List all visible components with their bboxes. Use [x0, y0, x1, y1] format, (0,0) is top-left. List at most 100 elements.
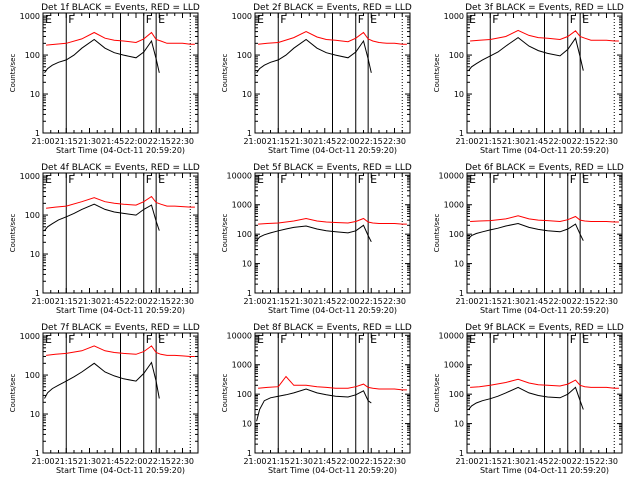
time-marker-flag: F [492, 333, 498, 346]
y-tick-label: 1 [247, 289, 252, 298]
events-series-line [44, 361, 160, 399]
time-marker-flag: F [358, 333, 364, 346]
y-tick-label: 1000 [444, 361, 464, 370]
panel-title: Det 1f BLACK = Events, RED = LLD [41, 3, 200, 13]
x-axis-label: Start Time (04-Oct-11 20:59:20) [268, 306, 397, 315]
x-tick-label: 21:15 [55, 297, 78, 306]
events-series-line [468, 36, 584, 71]
y-tick-label: 100 [25, 371, 40, 380]
x-tick-label: 21:00 [243, 297, 266, 306]
x-tick-label: 22:15 [572, 297, 595, 306]
time-marker-flag: F [492, 173, 498, 186]
time-marker-flag: E [582, 13, 589, 26]
y-tick-label: 10000 [439, 171, 464, 180]
panel-det-4: Det 4f BLACK = Events, RED = LLD 1 10 100 10… [9, 163, 200, 315]
y-tick-label: 1000 [20, 172, 40, 181]
events-series-line [44, 38, 160, 74]
y-tick-label: 10 [30, 410, 40, 419]
lld-series-line [470, 29, 619, 42]
x-tick-label: 21:00 [31, 137, 54, 146]
x-tick-label: 21:15 [55, 457, 78, 466]
x-tick-label: 21:30 [290, 137, 313, 146]
x-tick-label: 22:30 [595, 457, 618, 466]
time-marker-flag: E [370, 13, 377, 26]
panel-det-5: Det 5f BLACK = Events, RED = LLD 1 10 100 10… [221, 163, 412, 315]
x-tick-label: 21:15 [267, 137, 290, 146]
time-marker-flag: E [257, 333, 264, 346]
x-tick-label: 21:30 [78, 297, 101, 306]
lld-series-line [46, 195, 195, 209]
time-marker-flag: E [582, 333, 589, 346]
x-tick-label: 22:30 [383, 457, 406, 466]
y-tick-label: 10 [242, 90, 252, 99]
x-tick-label: 22:15 [360, 297, 383, 306]
x-axis-label: Start Time (04-Oct-11 20:59:20) [268, 466, 397, 475]
x-tick-label: 22:00 [124, 457, 147, 466]
y-axis-label: Counts/sec [221, 374, 229, 413]
x-tick-label: 22:30 [595, 137, 618, 146]
time-marker-flag: E [45, 173, 52, 186]
time-marker-flag: E [370, 333, 377, 346]
x-tick-label: 21:00 [243, 457, 266, 466]
y-tick-label: 1000 [20, 12, 40, 21]
panel-title: Det 2f BLACK = Events, RED = LLD [253, 3, 412, 13]
x-tick-label: 21:15 [479, 137, 502, 146]
x-tick-label: 22:15 [148, 137, 171, 146]
time-marker-flag: E [257, 173, 264, 186]
x-tick-label: 22:15 [360, 137, 383, 146]
y-tick-label: 10000 [227, 331, 252, 340]
y-tick-label: 1 [35, 289, 40, 298]
time-marker-flag: E [582, 173, 589, 186]
time-marker-flag: F [570, 333, 576, 346]
x-tick-label: 22:30 [383, 297, 406, 306]
panel-title: Det 6f BLACK = Events, RED = LLD [465, 163, 624, 173]
x-tick-label: 21:00 [31, 297, 54, 306]
y-tick-label: 10 [242, 260, 252, 269]
x-tick-label: 22:15 [360, 457, 383, 466]
time-marker-flag: F [68, 173, 74, 186]
x-tick-label: 22:00 [548, 457, 571, 466]
lld-series-line [258, 217, 407, 225]
events-series-line [468, 222, 584, 241]
panel-title: Det 9f BLACK = Events, RED = LLD [465, 323, 624, 333]
y-tick-label: 1 [35, 449, 40, 458]
time-marker-flag: F [280, 173, 286, 186]
y-axis-label: Counts/sec [221, 54, 229, 93]
x-axis-label: Start Time (04-Oct-11 20:59:20) [56, 466, 185, 475]
x-tick-label: 21:00 [31, 457, 54, 466]
x-tick-label: 21:45 [313, 457, 336, 466]
y-tick-label: 100 [449, 390, 464, 399]
time-marker-flag: F [146, 173, 152, 186]
x-tick-label: 21:45 [101, 457, 124, 466]
x-tick-label: 21:00 [455, 137, 478, 146]
x-axis-label: Start Time (04-Oct-11 20:59:20) [56, 306, 185, 315]
time-marker-flag: E [158, 333, 165, 346]
panel-title: Det 5f BLACK = Events, RED = LLD [253, 163, 412, 173]
time-marker-flag: F [570, 173, 576, 186]
y-axis-label: Counts/sec [433, 54, 441, 93]
time-marker-flag: F [68, 13, 74, 26]
y-tick-label: 100 [25, 51, 40, 60]
panel-title: Det 7f BLACK = Events, RED = LLD [41, 323, 200, 333]
events-series-line [256, 224, 372, 243]
y-tick-label: 100 [449, 230, 464, 239]
y-tick-label: 1000 [232, 12, 252, 21]
x-tick-label: 21:15 [55, 137, 78, 146]
x-tick-label: 22:00 [336, 457, 359, 466]
x-tick-label: 21:30 [502, 137, 525, 146]
x-tick-label: 21:15 [479, 297, 502, 306]
y-tick-label: 1000 [232, 201, 252, 210]
x-tick-label: 21:45 [101, 137, 124, 146]
time-marker-flag: E [469, 333, 476, 346]
time-marker-flag: E [257, 13, 264, 26]
time-marker-flag: E [370, 173, 377, 186]
x-tick-label: 22:00 [124, 137, 147, 146]
time-marker-flag: F [492, 13, 498, 26]
x-tick-label: 21:15 [479, 457, 502, 466]
lld-series-line [470, 378, 619, 389]
x-tick-label: 21:30 [78, 457, 101, 466]
x-tick-label: 22:15 [148, 457, 171, 466]
x-tick-label: 22:00 [336, 137, 359, 146]
time-marker-flag: F [280, 13, 286, 26]
x-axis-label: Start Time (04-Oct-11 20:59:20) [268, 146, 397, 155]
